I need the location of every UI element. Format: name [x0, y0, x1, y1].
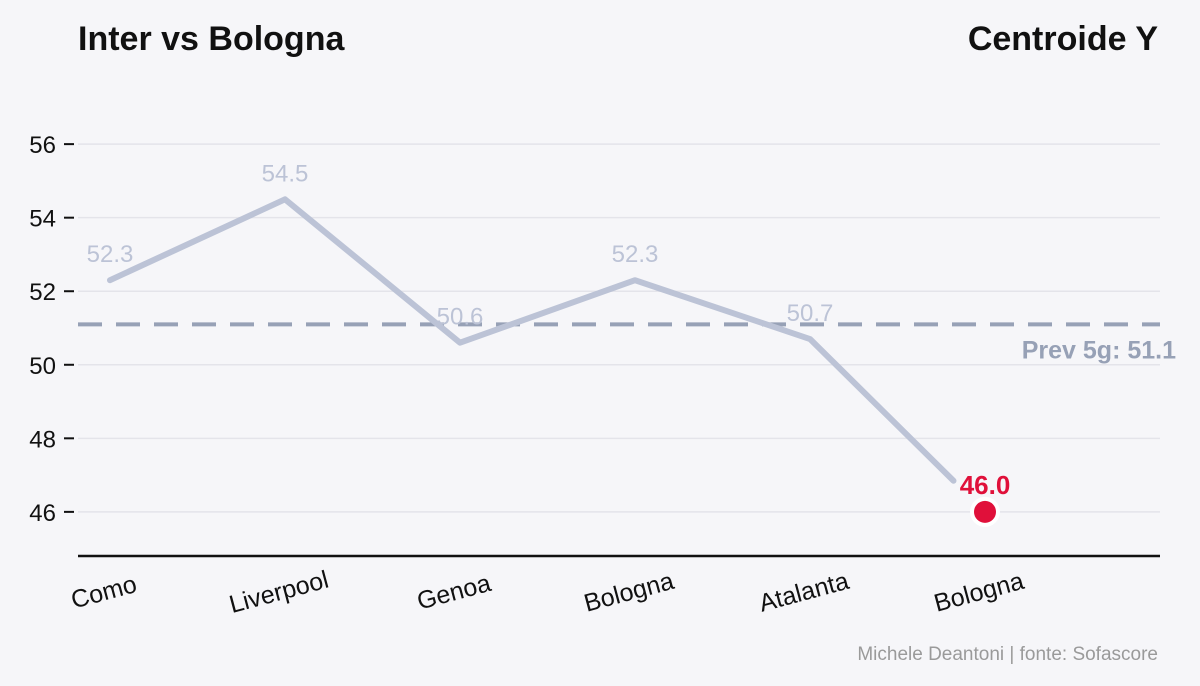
- chart-title-right: Centroide Y: [968, 20, 1159, 58]
- series-line-group: [107, 196, 957, 484]
- chart-title-left: Inter vs Bologna: [78, 20, 345, 58]
- y-tick-label: 46: [29, 500, 56, 527]
- series-line: [107, 196, 957, 484]
- highlight-point: [974, 500, 996, 523]
- y-tick-label: 54: [29, 206, 56, 233]
- data-label: 52.3: [87, 241, 134, 268]
- data-label-highlight: 46.0: [960, 470, 1011, 500]
- reference-label: Prev 5g: 51.1: [1022, 336, 1176, 364]
- y-tick-label: 56: [29, 132, 56, 159]
- data-label: 50.7: [787, 300, 834, 327]
- x-category-label: Bologna: [931, 567, 1027, 618]
- source-credit: Michele Deantoni | fonte: Sofascore: [857, 644, 1158, 665]
- x-category-label: Atalanta: [756, 567, 852, 618]
- grid-lines: [78, 143, 1160, 513]
- y-tick-label: 52: [29, 279, 56, 306]
- x-category-label: Liverpool: [226, 566, 331, 619]
- data-marks: 52.3 54.5 50.6 52.3 50.7 46.0: [87, 160, 1011, 527]
- x-category-label: Como: [68, 570, 140, 614]
- data-label: 52.3: [612, 241, 659, 268]
- y-tick-label: 50: [29, 353, 56, 380]
- x-category-label: Bologna: [581, 567, 677, 618]
- y-tick-label: 48: [29, 426, 56, 453]
- axes: 46 48 50 52 54 56 Como Liverpool Genoa Bologna Ata…: [29, 132, 1160, 619]
- data-label: 54.5: [262, 160, 309, 187]
- x-category-label: Genoa: [414, 569, 494, 615]
- data-label: 50.6: [437, 304, 484, 331]
- reference-line-group: Prev 5g: 51.1: [78, 322, 1176, 364]
